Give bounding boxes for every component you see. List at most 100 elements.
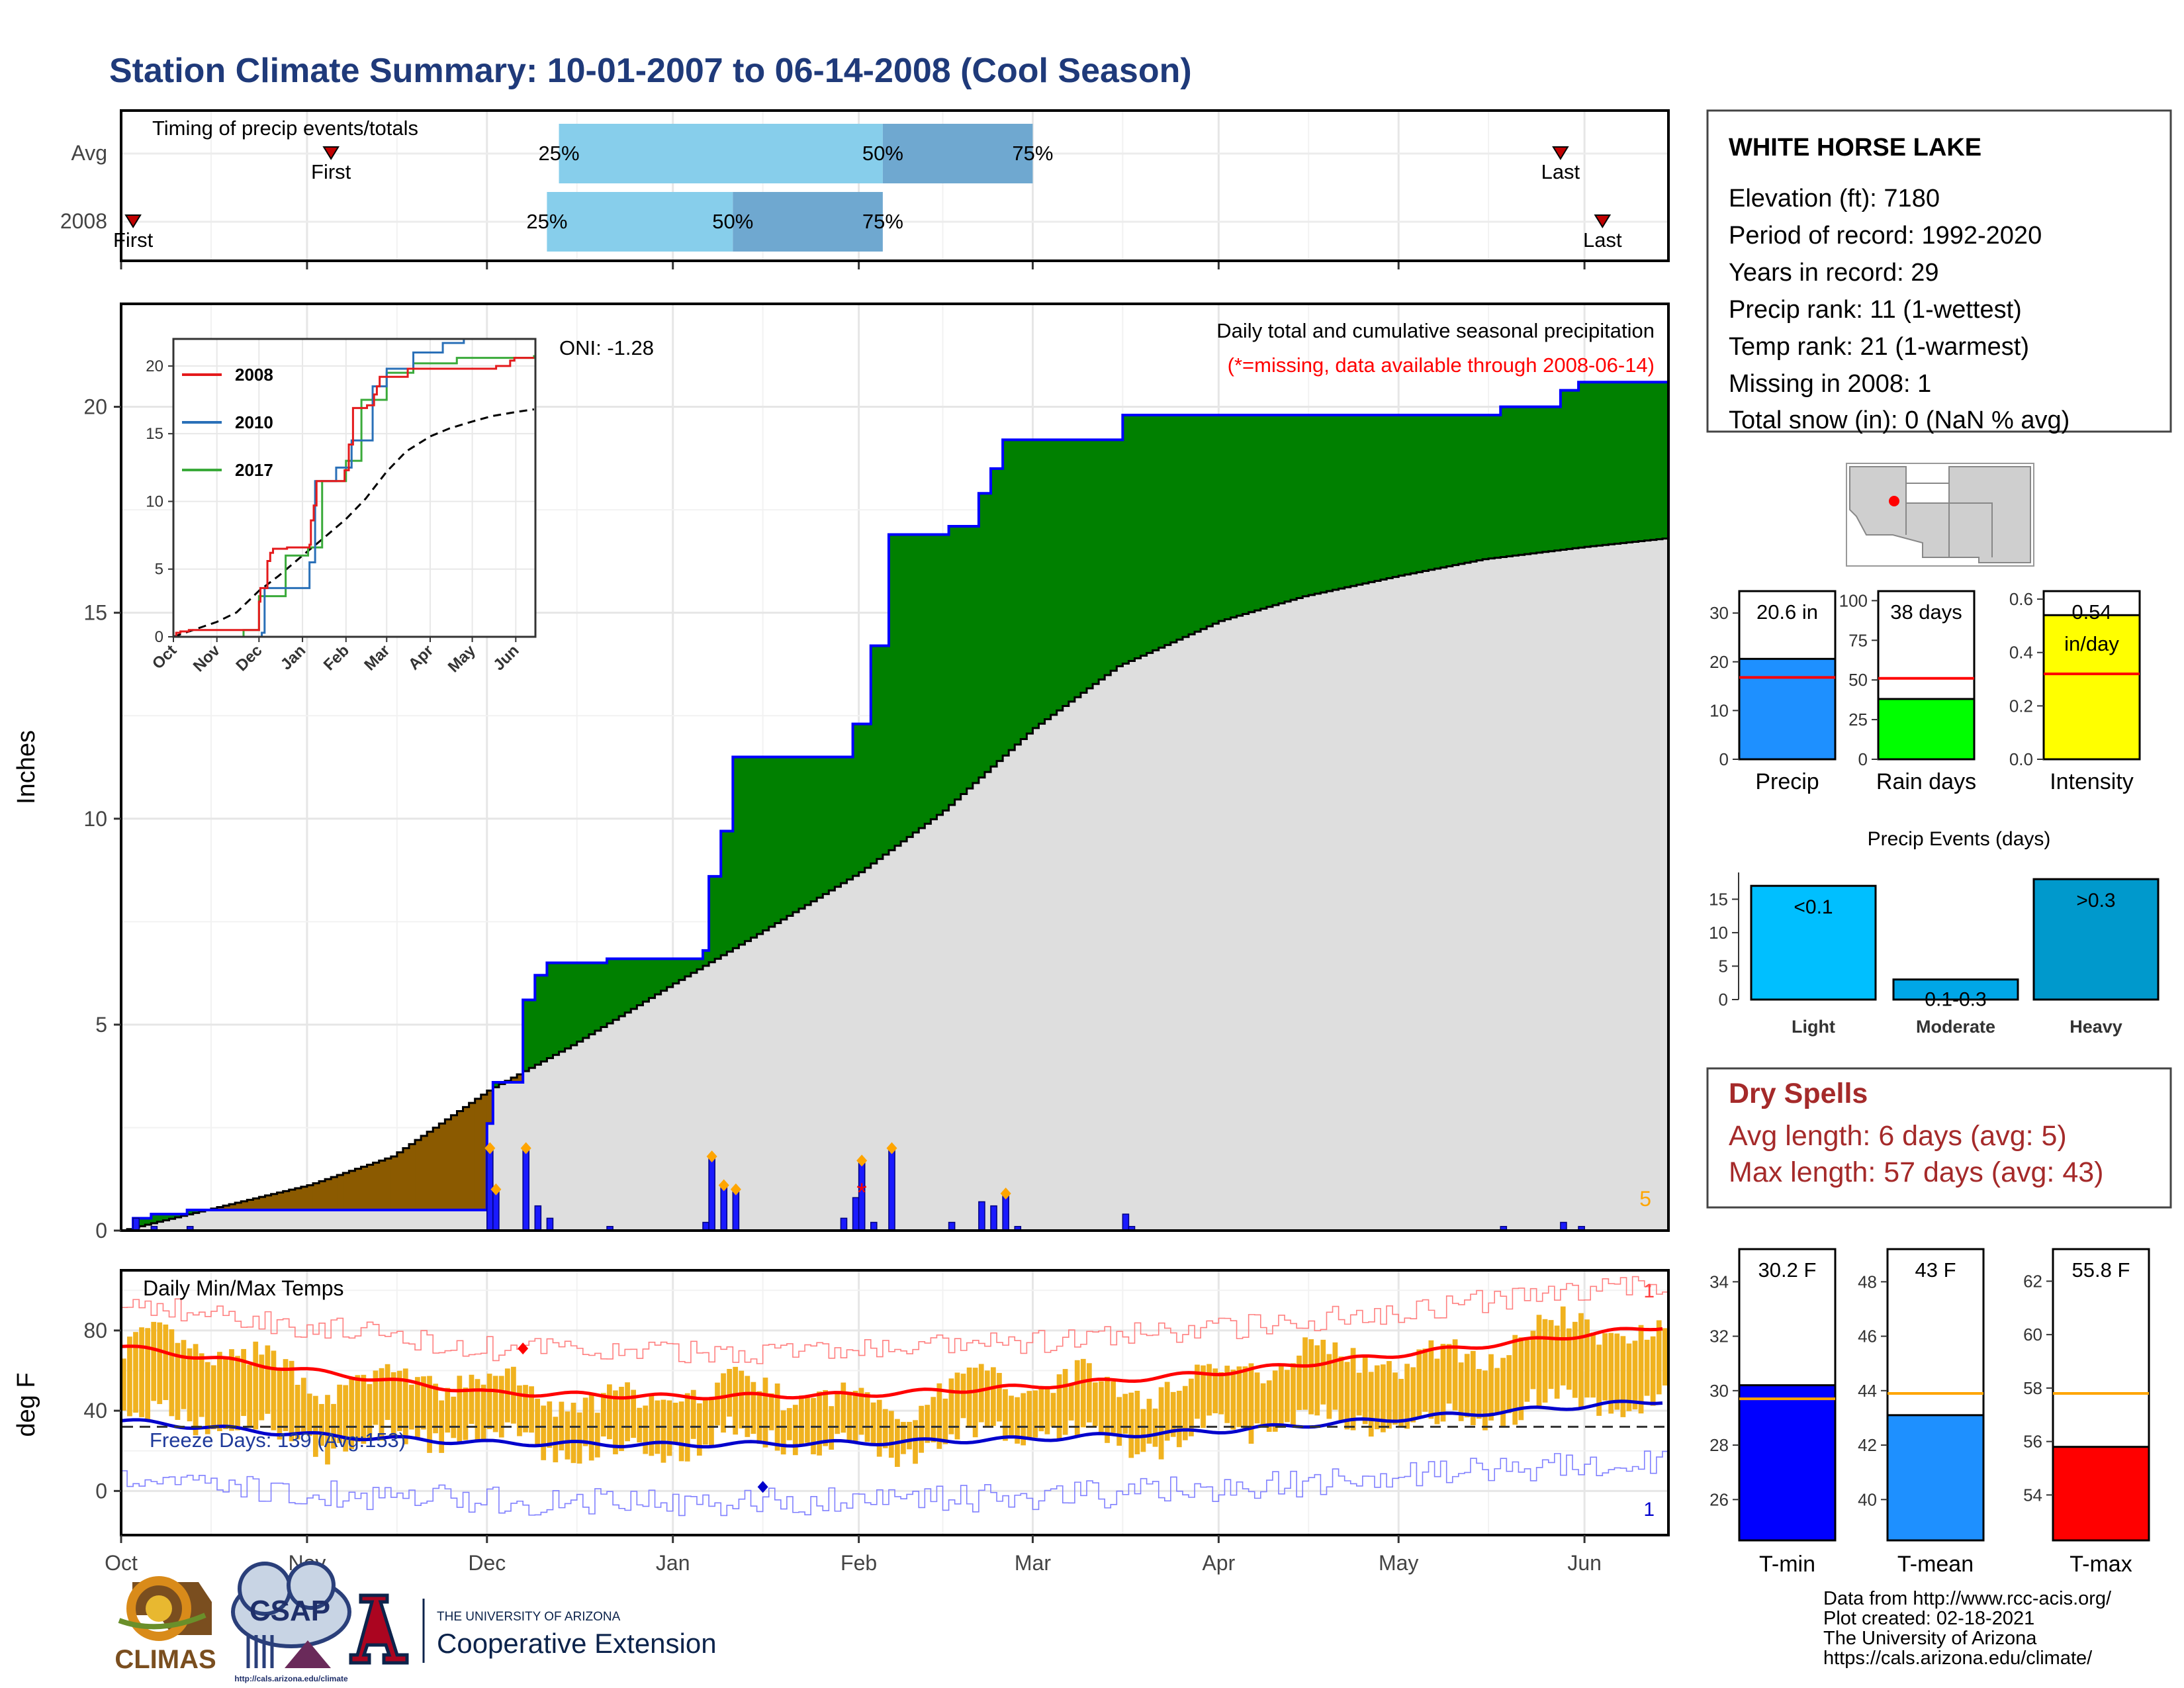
daily-temp-range-bar [1206, 1364, 1212, 1416]
surplus-area-slice [786, 757, 794, 916]
daily-temp-range-bar [1026, 1391, 1032, 1438]
deficit-area-slice [415, 1140, 422, 1210]
surplus-area-slice [1584, 382, 1591, 547]
inset-legend-label: 2010 [235, 412, 273, 432]
surplus-area-slice [1128, 415, 1136, 661]
surplus-area-slice [1524, 406, 1531, 555]
gauge-tmax-bar [2052, 1446, 2150, 1542]
surplus-area-slice [1074, 440, 1081, 698]
daily-temp-range-bar [1566, 1328, 1572, 1390]
surplus-area-slice [1093, 440, 1099, 684]
surplus-area-slice [1410, 415, 1418, 574]
surplus-area-slice [1320, 415, 1328, 592]
daily-temp-range-bar [300, 1378, 306, 1434]
daily-temp-range-bar [1356, 1372, 1362, 1416]
daily-temp-range-bar [1158, 1387, 1164, 1460]
deficit-area-slice [331, 1177, 338, 1210]
timing-quantile-label: 75% [1012, 142, 1053, 165]
daily-temp-range-bar [1470, 1350, 1476, 1426]
daily-precip-bar [522, 1147, 530, 1231]
daily-temp-range-bar [1242, 1366, 1248, 1430]
heavy-event-marker [718, 1179, 729, 1192]
month-tick-label: Mar [1015, 1551, 1051, 1575]
gauge-tmin-value-label: 30.2 F [1758, 1258, 1817, 1282]
daily-temp-range-bar [223, 1358, 228, 1429]
daily-temp-range-bar [829, 1406, 835, 1450]
daily-temp-range-bar [942, 1398, 948, 1444]
daily-temp-range-bar [1086, 1363, 1092, 1423]
gauge-intensity-bar [2042, 614, 2141, 761]
daily-temp-range-bar [492, 1376, 498, 1432]
surplus-area-slice [1314, 415, 1322, 594]
deficit-area-slice [402, 1148, 410, 1210]
surplus-area-slice [649, 959, 656, 998]
daily-temp-range-bar [390, 1372, 396, 1439]
daily-temp-range-bar [1189, 1378, 1194, 1436]
surplus-area-slice [1662, 382, 1669, 539]
surplus-area-slice [1356, 415, 1363, 585]
deficit-area-slice [361, 1166, 368, 1210]
daily-temp-range-bar [570, 1403, 576, 1464]
daily-temp-range-bar [1578, 1313, 1584, 1409]
precip-gauges: 0 10 20 30 20.6 in Precip 0 25 50 75 100 38 days Rai… [1709, 589, 2141, 794]
surplus-area-slice [139, 1218, 146, 1227]
surplus-area-slice [660, 959, 668, 991]
surplus-area-slice [858, 724, 866, 872]
cumulative-precip-line [121, 381, 1669, 1232]
events-category-label: Light [1792, 1017, 1835, 1037]
events-bar-light [1750, 884, 1877, 1001]
surplus-area-slice [745, 757, 752, 941]
surplus-area-slice [1254, 415, 1261, 611]
daily-temp-range-bar [469, 1374, 475, 1425]
surplus-area-slice [1189, 415, 1195, 635]
daily-temp-range-bar [858, 1387, 864, 1435]
daily-temp-range-bar [445, 1387, 451, 1433]
daily-temp-range-bar [1302, 1337, 1308, 1410]
temp-gauges: 26 28 30 32 34 30.2 F T-min 40 42 44 46 48 43 F T-mea… [1709, 1248, 2150, 1577]
surplus-area-slice [913, 534, 919, 833]
surplus-area-slice [1158, 415, 1165, 648]
timing-quantile-label: 75% [862, 210, 903, 233]
inset-legend-label: 2017 [235, 460, 273, 480]
daily-temp-range-bar [1272, 1370, 1278, 1432]
deficit-area-slice [216, 1207, 224, 1210]
daily-temp-range-bar [709, 1397, 714, 1448]
missing-note: (*=missing, data available through 2008-… [1228, 353, 1655, 377]
timing-quantile-label: 25% [539, 142, 580, 165]
surplus-area-slice [1464, 415, 1471, 563]
surplus-area-slice [1326, 415, 1334, 591]
surplus-area-slice [774, 757, 782, 923]
surplus-area-slice [1632, 382, 1639, 542]
daily-temp-range-bar [1590, 1333, 1596, 1398]
inset-ytick-label: 15 [146, 425, 163, 443]
daily-temp-range-bar [817, 1391, 822, 1456]
daily-temp-range-bar [1398, 1379, 1404, 1428]
deficit-area-slice [289, 1190, 296, 1210]
heavy-event-marker [484, 1142, 496, 1154]
surplus-area-slice [1206, 415, 1213, 627]
precip-ylabel: Inches [13, 730, 40, 804]
surplus-area-slice [876, 645, 884, 859]
daily-temp-range-bar [1500, 1358, 1506, 1427]
events-ytick-label: 15 [1709, 889, 1728, 909]
gauge-intensity-ytick-label: 0.6 [2009, 589, 2033, 609]
surplus-area-slice [565, 962, 572, 1049]
daily-temp-range-bar [427, 1376, 432, 1453]
deficit-area-slice [396, 1152, 404, 1210]
month-tick-label: May [1379, 1551, 1418, 1575]
surplus-area-slice [1009, 440, 1015, 751]
daily-temp-range-bar [864, 1392, 870, 1442]
inset-normal-line [173, 408, 535, 638]
surplus-area-slice [751, 757, 758, 938]
surplus-area-slice [1140, 415, 1148, 656]
ua-big-text: Cooperative Extension [437, 1628, 717, 1659]
daily-temp-range-bar [1368, 1372, 1374, 1437]
daily-temp-range-bar [1338, 1356, 1344, 1423]
gauge-precip-ytick-label: 20 [1709, 652, 1729, 672]
surplus-area-slice [169, 1214, 176, 1219]
surplus-area-slice [1608, 382, 1615, 545]
daily-temp-range-bar [396, 1370, 402, 1431]
daily-temp-range-bar [1530, 1331, 1536, 1389]
deficit-area-slice [306, 1185, 314, 1210]
